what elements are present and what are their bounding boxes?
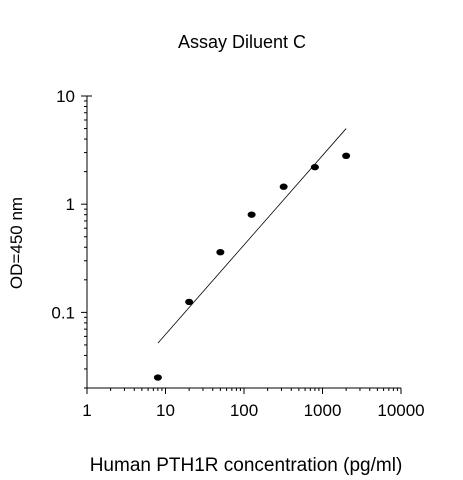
data-point <box>310 163 319 171</box>
x-tick-label: 100 <box>230 401 258 420</box>
tick-labels: 1 10 100 1000 10000 0.1 1 10 <box>51 87 424 420</box>
y-tick-label: 0.1 <box>51 303 75 322</box>
x-tick-label: 1000 <box>304 401 342 420</box>
y-tick-label: 1 <box>66 195 75 214</box>
fit-line <box>157 128 347 344</box>
data-point <box>279 183 288 190</box>
data-point <box>342 152 351 160</box>
fit-line-group <box>157 128 347 344</box>
data-point <box>185 298 194 306</box>
ticks <box>81 95 402 394</box>
chart-title: Assay Diluent C <box>178 32 306 52</box>
data-point <box>216 248 225 256</box>
x-tick-label: 10000 <box>377 401 424 420</box>
data-points <box>153 152 351 381</box>
x-axis-label: Human PTH1R concentration (pg/ml) <box>90 455 403 476</box>
data-point <box>153 374 162 381</box>
x-tick-label: 1 <box>82 401 91 420</box>
x-tick-label: 10 <box>156 401 175 420</box>
y-tick-label: 10 <box>56 87 75 106</box>
data-point <box>247 211 256 218</box>
y-axis-label: OD=450 nm <box>7 197 26 289</box>
plot-area <box>86 95 401 389</box>
